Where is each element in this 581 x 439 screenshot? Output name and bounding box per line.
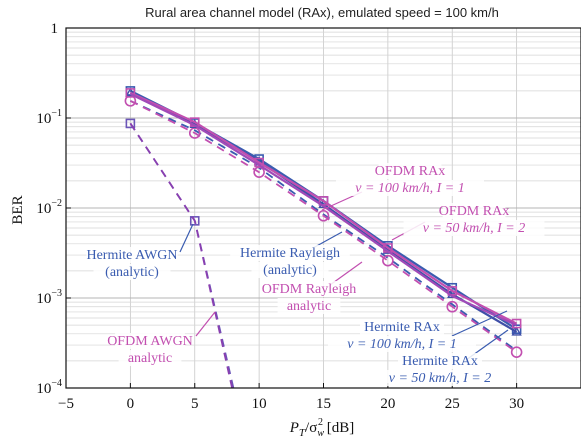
annotation-hermite_rayleigh-line-0: Hermite Rayleigh bbox=[240, 246, 340, 261]
x-tick-label: −5 bbox=[58, 396, 74, 412]
annotation-bg bbox=[442, 203, 506, 219]
y-tick-exponent: −2 bbox=[51, 198, 62, 209]
x-axis-label-p: P bbox=[289, 420, 299, 436]
y-tick-label: 1 bbox=[51, 21, 59, 37]
annotation-bg bbox=[251, 262, 329, 278]
annotation-bg bbox=[118, 350, 182, 366]
annotation-bg bbox=[93, 264, 171, 280]
leader-hermite_awgn bbox=[179, 223, 194, 253]
annotation-bg bbox=[277, 298, 341, 314]
x-axis-label-sub-t: T bbox=[299, 427, 306, 439]
leader-ofdm_awgn bbox=[195, 311, 216, 337]
annotation-bg bbox=[230, 245, 350, 261]
annotation-bg bbox=[359, 319, 445, 335]
series-line-hermite_rayleigh bbox=[130, 100, 518, 352]
annotation-bg bbox=[259, 281, 359, 297]
series-line-ofdm_rax_v100_i1 bbox=[129, 91, 518, 325]
x-tick-label: 20 bbox=[380, 396, 395, 412]
y-tick-label: 10−4 bbox=[36, 378, 62, 397]
y-tick-base: 10 bbox=[36, 111, 51, 127]
annotation-hermite_rax_100-line-1: v = 100 km/h, I = 1 bbox=[347, 337, 456, 352]
annotation-bg bbox=[86, 247, 178, 263]
annotation-hermite_rayleigh-line-1: (analytic) bbox=[263, 263, 317, 278]
annotation-ofdm_rax_50-line-0: OFDM RAx bbox=[439, 204, 509, 219]
y-tick-base: 10 bbox=[36, 201, 51, 217]
marker-hermite_awgn bbox=[125, 118, 136, 129]
x-axis-label-sigma: /σ bbox=[305, 420, 317, 436]
series-line-ofdm_awgn bbox=[129, 122, 233, 388]
x-axis-label-sub-w: w bbox=[317, 428, 324, 439]
marker-ofdm_rayleigh bbox=[382, 254, 394, 267]
annotations: OFDM RAx v = 100 km/h, I = 1 OFDM RAx v = 5… bbox=[86, 163, 545, 386]
y-axis-label: BER bbox=[10, 195, 26, 224]
x-tick-label: 10 bbox=[252, 396, 267, 412]
y-tick-exponent: −3 bbox=[51, 288, 62, 299]
y-tick-base: 10 bbox=[36, 291, 51, 307]
x-tick-label: 30 bbox=[509, 396, 524, 412]
marker-ofdm_rayleigh bbox=[188, 127, 201, 139]
x-tick-label: 15 bbox=[316, 396, 331, 412]
series-group bbox=[124, 86, 523, 388]
annotation-bg bbox=[336, 180, 484, 196]
marker-ofdm_rayleigh bbox=[446, 300, 459, 313]
annotation-bg bbox=[328, 336, 476, 352]
marker-ofdm_rax_v100_i1 bbox=[125, 88, 136, 98]
annotation-hermite_rax_100-line-0: Hermite RAx bbox=[364, 320, 440, 335]
annotation-ofdm_rayleigh-line-0: OFDM Rayleigh bbox=[262, 282, 357, 297]
annotation-bg bbox=[397, 353, 483, 369]
annotation-hermite_awgn-line-0: Hermite AWGN bbox=[86, 248, 177, 263]
x-axis-label-sup: 2 bbox=[318, 417, 323, 428]
annotation-ofdm_rax_100-line-1: v = 100 km/h, I = 1 bbox=[355, 181, 464, 196]
y-tick-label: 10−2 bbox=[36, 198, 62, 217]
annotation-hermite_rax_50-line-1: v = 50 km/h, I = 2 bbox=[389, 371, 491, 386]
annotation-bg bbox=[369, 370, 511, 386]
y-tick-base: 10 bbox=[36, 381, 51, 397]
annotation-ofdm_rayleigh-line-1: analytic bbox=[287, 299, 331, 314]
marker-ofdm_rayleigh bbox=[317, 209, 330, 222]
y-tick-label: 10−3 bbox=[36, 288, 62, 307]
y-tick-exponent: −1 bbox=[51, 108, 62, 119]
annotation-ofdm_rax_50-line-1: v = 50 km/h, I = 2 bbox=[423, 221, 525, 236]
series-line-ofdm_rayleigh bbox=[129, 100, 518, 353]
x-axis-label: PT/σw2 [dB] bbox=[289, 417, 354, 439]
leader-hermite_rax_100 bbox=[451, 310, 508, 337]
series-line-ofdm_rax_v50_i2 bbox=[129, 93, 518, 327]
annotation-hermite_rax_50-line-0: Hermite RAx bbox=[402, 354, 478, 369]
annotation-ofdm_awgn-line-0: OFDM AWGN bbox=[107, 334, 193, 349]
x-tick-label: 5 bbox=[191, 396, 199, 412]
x-tick-label: 25 bbox=[445, 396, 460, 412]
marker-hermite_rax_v50_i2 bbox=[511, 326, 522, 336]
marker-ofdm_rayleigh bbox=[510, 346, 523, 358]
annotation-ofdm_awgn-line-1: analytic bbox=[128, 351, 172, 366]
y-tick-exponent: −4 bbox=[51, 378, 62, 389]
annotation-bg bbox=[115, 333, 185, 349]
annotation-bg bbox=[378, 163, 442, 179]
annotation-bg bbox=[403, 220, 545, 236]
annotation-hermite_awgn-line-1: (analytic) bbox=[105, 265, 159, 280]
annotation-ofdm_rax_100-line-0: OFDM RAx bbox=[375, 164, 445, 179]
y-tick-label: 10−1 bbox=[36, 108, 62, 127]
x-tick-label: 0 bbox=[127, 396, 135, 412]
chart-title: Rural area channel model (RAx), emulated… bbox=[145, 5, 499, 20]
marker-hermite_rax_v50_i2 bbox=[125, 87, 136, 97]
series-layer bbox=[124, 86, 523, 388]
x-axis-label-unit: [dB] bbox=[323, 420, 354, 436]
marker-hermite_awgn bbox=[189, 216, 200, 226]
